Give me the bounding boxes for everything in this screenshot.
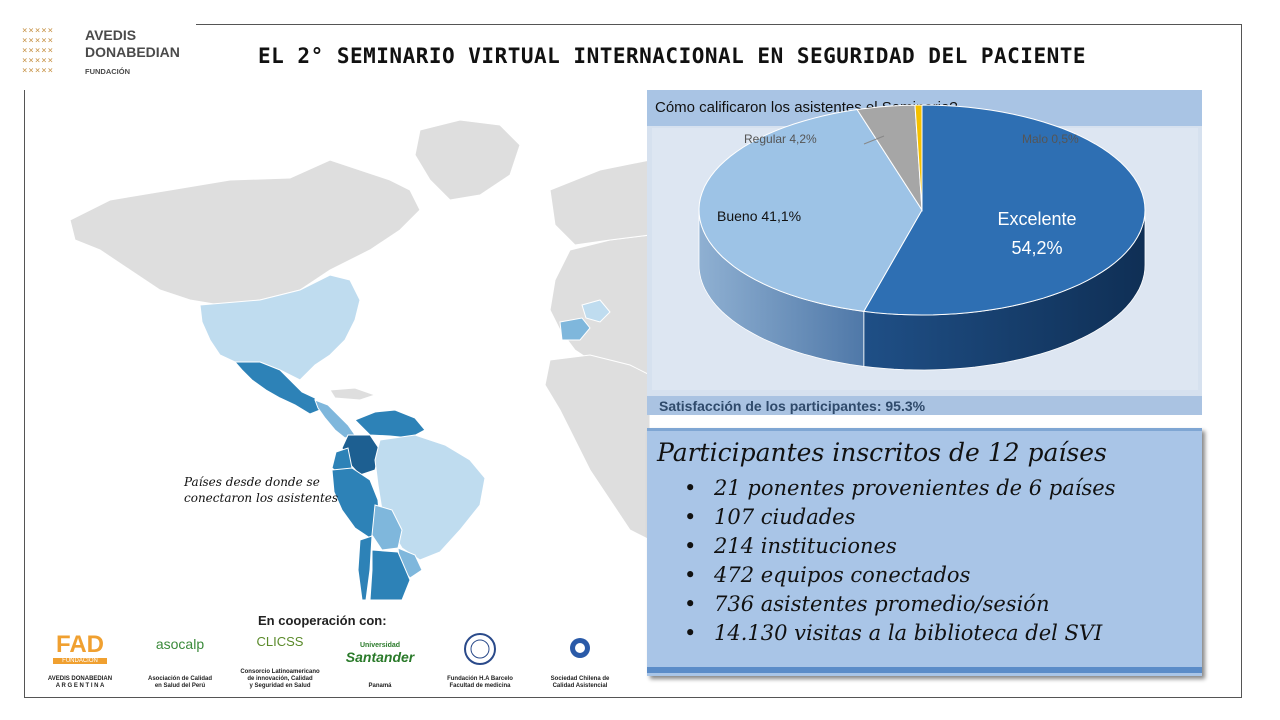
map-argentina (369, 549, 411, 600)
partner-sociedad-chilena: Sociedad Chilena de Calidad Asistencial (530, 630, 630, 692)
partner-sociedad-label: Sociedad Chilena de Calidad Asistencial (530, 676, 630, 690)
partner-santander-label: Panamá (330, 683, 430, 690)
stats-item-text: 736 asistentes promedio/sesión (714, 592, 1050, 616)
bullet-icon: • (684, 505, 697, 529)
pie-slice-bueno (698, 108, 923, 312)
partner-asocalp-label2: en Salud del Perú (154, 683, 206, 689)
map-canada (69, 159, 421, 306)
map-cuba (329, 387, 377, 401)
partner-logos: FAD FUNDACIÓN AVEDIS DONABEDIAN A R G E … (30, 630, 630, 692)
stats-list-item: • 736 asistentes promedio/sesión (684, 590, 1115, 619)
stats-list-item: • 14.130 visitas a la biblioteca del SVI (684, 619, 1115, 648)
satisfaction-text: Satisfacción de los participantes: 95.3% (659, 398, 926, 414)
stats-list-item: • 21 ponentes provenientes de 6 países (684, 474, 1115, 503)
partner-clicss-label2: de innovación, Calidad (247, 676, 313, 682)
stats-item-text: 107 ciudades (714, 505, 856, 529)
stats-item-text: 214 instituciones (714, 534, 897, 558)
frame-right-line (1241, 24, 1242, 698)
bullet-icon: • (684, 563, 697, 587)
map-chile (357, 535, 373, 600)
stats-item-text: 21 ponentes provenientes de 6 países (714, 476, 1116, 500)
map-africa (544, 354, 650, 541)
partner-asocalp-label: Asociación de Calidad en Salud del Perú (130, 676, 230, 690)
partner-asocalp: asocalp Asociación de Calidad en Salud d… (130, 630, 230, 692)
stats-box-bottom-band (647, 667, 1202, 673)
logo-name-line1: AVEDIS (85, 27, 137, 43)
frame-left-line (24, 90, 25, 698)
partner-barcelo-label2: Facultad de medicina (449, 683, 511, 689)
label-regular: Regular 4,2% (744, 132, 817, 146)
partner-clicss-label3: y Seguridad en Salud (249, 683, 311, 689)
map-usa (199, 274, 361, 381)
map-brazil (374, 434, 486, 561)
partner-fad-label: AVEDIS DONABEDIAN A R G E N T I N A (30, 676, 130, 690)
partner-barcelo: Fundación H.A Barcelo Facultad de medici… (430, 630, 530, 692)
bullet-icon: • (684, 534, 697, 558)
satisfaction-bar (647, 396, 1202, 415)
map-venezuela (354, 409, 426, 439)
logo-subtitle: FUNDACIÓN (85, 67, 130, 76)
partner-fad-label2: A R G E N T I N A (55, 683, 105, 689)
sociedad-chilena-logo-icon (570, 638, 590, 658)
map-caption: Países desde donde se conectaron los asi… (184, 474, 374, 506)
santander-logo-icon: Santander (345, 649, 415, 665)
partner-fad-label1: AVEDIS DONABEDIAN (47, 676, 113, 682)
logo-cross-pattern-icon: ××××× ××××× ××××× ××××× ××××× (22, 26, 55, 76)
label-excelente-value: 54,2% (1011, 238, 1062, 258)
partner-santander-label1: Panamá (368, 683, 392, 689)
map-russia (549, 159, 650, 246)
bullet-icon: • (684, 476, 697, 500)
map-france (581, 299, 611, 323)
partner-clicss-label: Consorcio Latinoamericano de innovación,… (230, 669, 330, 690)
map-caption-line1: Países desde donde se (184, 475, 320, 489)
cooperation-title: En cooperación con: (258, 613, 387, 628)
pie-slice-excelente (862, 104, 1146, 316)
bullet-icon: • (684, 592, 697, 616)
partner-sociedad-label2: Calidad Asistencial (552, 683, 608, 689)
pie-slice-malo (914, 104, 923, 211)
avedis-logo: ××××× ××××× ××××× ××××× ××××× AVEDIS DON… (22, 26, 197, 82)
partner-santander: Universidad Santander Panamá (330, 630, 430, 692)
page-title: EL 2° SEMINARIO VIRTUAL INTERNACIONAL EN… (258, 44, 1087, 68)
label-malo: Malo 0,5% (1022, 132, 1079, 146)
partner-clicss: CLICSS Consorcio Latinoamericano de inno… (230, 630, 330, 692)
partner-barcelo-label1: Fundación H.A Barcelo (447, 676, 513, 682)
partner-sociedad-label1: Sociedad Chilena de (550, 676, 610, 682)
partner-fad: FAD FUNDACIÓN AVEDIS DONABEDIAN A R G E … (30, 630, 130, 692)
stats-item-text: 472 equipos conectados (714, 563, 971, 587)
label-excelente-name: Excelente (997, 209, 1076, 229)
stats-list-item: • 214 instituciones (684, 532, 1115, 561)
logo-name: AVEDIS DONABEDIAN (85, 27, 180, 61)
pie-chart: Regular 4,2% Malo 0,5% Bueno 41,1% Excel… (698, 104, 1146, 371)
map-spain (559, 317, 591, 341)
santander-logo-sub: Universidad (359, 642, 401, 649)
stats-item-text: 14.130 visitas a la biblioteca del SVI (714, 621, 1103, 645)
barcelo-seal-icon (464, 633, 496, 665)
regular-leader-line (863, 135, 885, 145)
world-map (69, 119, 650, 600)
stats-heading: Participantes inscritos de 12 países (657, 438, 1107, 467)
stats-box (647, 428, 1202, 676)
partner-clicss-label1: Consorcio Latinoamericano (240, 669, 320, 675)
map-greenland (414, 119, 521, 201)
map-central-america (314, 399, 356, 439)
partner-barcelo-label: Fundación H.A Barcelo Facultad de medici… (430, 676, 530, 690)
stats-list-item: • 472 equipos conectados (684, 561, 1115, 590)
stats-list: • 21 ponentes provenientes de 6 países • 10… (684, 474, 1115, 648)
frame-top-line (196, 24, 1242, 25)
label-bueno: Bueno 41,1% (717, 208, 801, 224)
pie-slice-regular (856, 104, 923, 212)
logo-name-line2: DONABEDIAN (85, 44, 180, 60)
stats-list-item: • 107 ciudades (684, 503, 1115, 532)
map-caption-line2: conectaron los asistentes (184, 491, 339, 505)
map-mexico (233, 361, 321, 415)
clicss-logo-icon: CLICSS (256, 634, 304, 649)
partner-asocalp-label1: Asociación de Calidad (147, 676, 213, 682)
frame-bottom-line (24, 697, 1242, 698)
fad-logo-icon: FAD (56, 631, 104, 658)
bullet-icon: • (684, 621, 697, 645)
asocalp-logo-icon: asocalp (155, 636, 205, 652)
fad-logo-sub: FUNDACIÓN (53, 658, 107, 664)
